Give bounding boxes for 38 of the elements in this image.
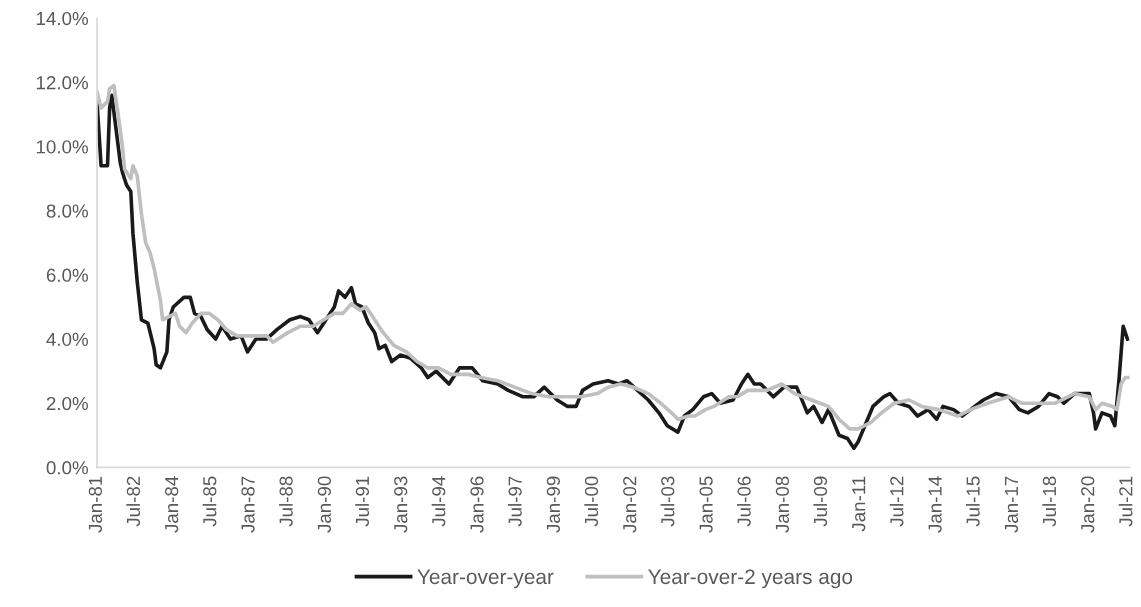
- x-tick-label: Jul-06: [736, 476, 751, 527]
- x-tick-label: Jul-12: [889, 476, 904, 527]
- legend-label: Year-over-year: [417, 569, 554, 589]
- x-tick-label: Jul-88: [278, 476, 293, 527]
- x-tick-label: Jan-87: [241, 476, 255, 533]
- x-tick-label: Jan-81: [88, 476, 103, 533]
- x-tick-label: Jan-08: [775, 476, 789, 533]
- legend-label: Year-over-2 years ago: [648, 569, 853, 589]
- y-tick-label: 14.0%: [36, 11, 88, 26]
- x-tick-label: Jan-84: [165, 476, 179, 533]
- x-tick-label: Jul-03: [660, 476, 675, 527]
- x-tick-label: Jul-09: [813, 476, 828, 527]
- x-tick-label: Jan-90: [317, 476, 332, 533]
- x-tick-label: Jul-94: [431, 476, 446, 527]
- x-tick-label: Jul-15: [965, 476, 980, 527]
- x-tick-label: Jul-91: [355, 476, 370, 527]
- x-tick-label: Jan-05: [699, 476, 713, 533]
- x-tick-label: Jul-82: [126, 476, 141, 527]
- x-tick-label: Jan-99: [546, 476, 561, 533]
- x-tick-label: Jul-97: [507, 476, 522, 527]
- y-tick-label: 4.0%: [46, 332, 88, 347]
- y-tick-label: 10.0%: [36, 140, 88, 154]
- y-tick-label: 12.0%: [36, 76, 88, 90]
- y-tick-label: 6.0%: [46, 268, 88, 282]
- x-tick-label: Jan-11: [852, 476, 866, 532]
- x-tick-label: Jan-17: [1004, 476, 1019, 533]
- x-tick-label: Jan-02: [623, 476, 637, 533]
- x-tick-label: Jul-00: [584, 476, 599, 527]
- x-tick-label: Jul-85: [202, 476, 217, 527]
- x-tick-label: Jan-14: [928, 476, 942, 533]
- x-tick-label: Jul-21: [1118, 476, 1133, 527]
- x-tick-label: Jan-96: [470, 476, 484, 533]
- x-tick-label: Jan-93: [394, 476, 408, 533]
- x-tick-label: Jan-20: [1081, 476, 1095, 533]
- y-tick-label: 0.0%: [46, 461, 88, 475]
- y-tick-label: 8.0%: [46, 204, 88, 218]
- x-tick-label: Jul-18: [1042, 476, 1057, 527]
- y-tick-label: 2.0%: [46, 396, 88, 411]
